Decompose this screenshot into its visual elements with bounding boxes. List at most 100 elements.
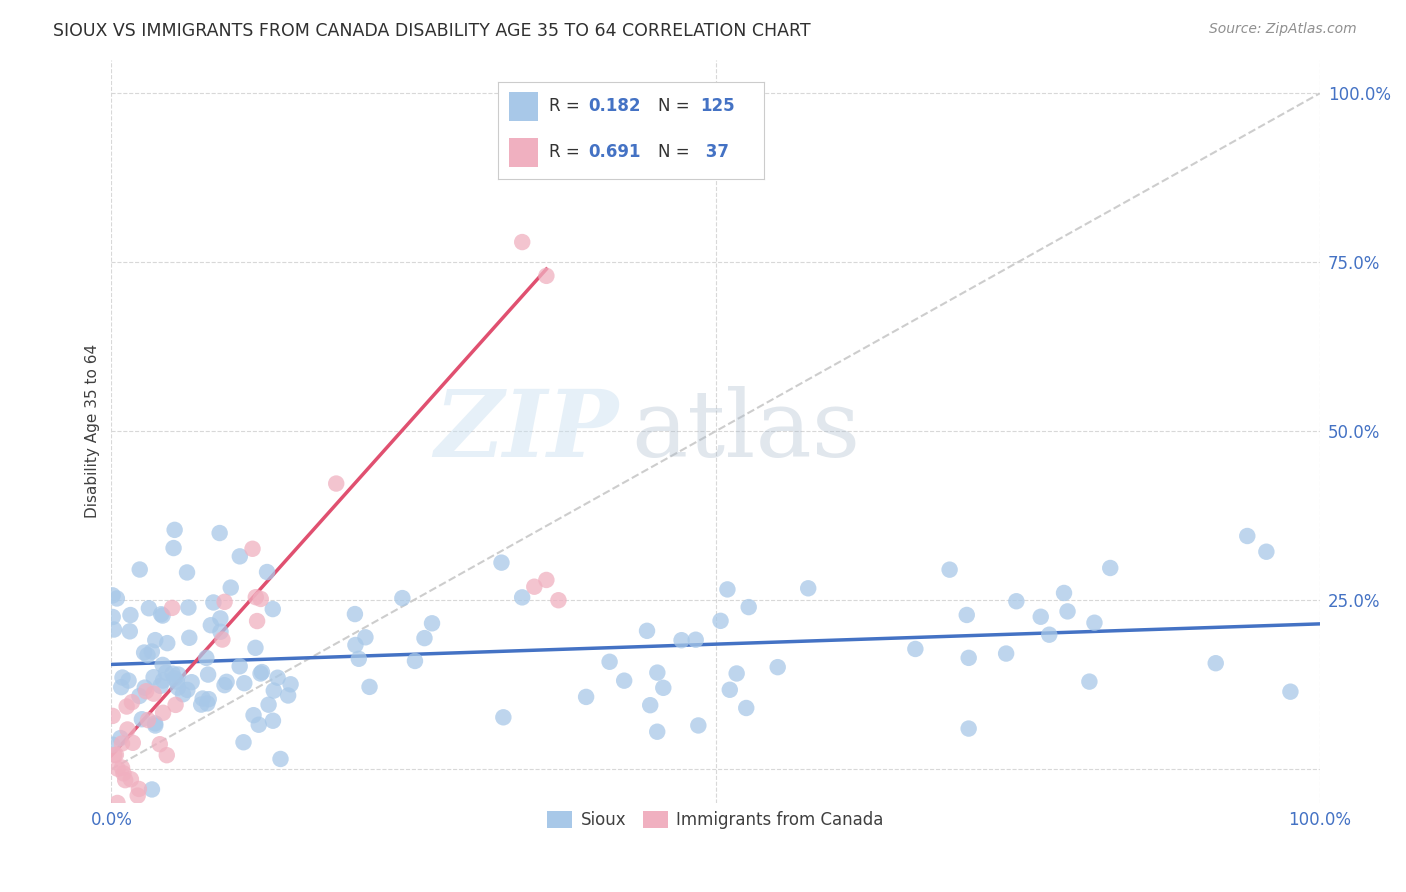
Point (1256, 545, 1278, 559)
Point (107, 796, 129, 810)
Point (117, 673, 139, 688)
Point (111, 671, 134, 685)
Point (136, 713, 159, 727)
Point (738, 600, 761, 615)
Point (101, 709, 124, 723)
Point (152, 657, 174, 672)
Point (957, 722, 980, 736)
Point (141, 782, 163, 797)
Point (214, 678, 236, 692)
Point (547, 593, 569, 607)
Point (391, 591, 413, 606)
Point (671, 633, 693, 648)
Point (766, 660, 789, 674)
Point (1056, 604, 1078, 618)
Point (114, 773, 136, 788)
Point (510, 235, 533, 249)
Point (118, 624, 141, 639)
Point (101, 610, 124, 624)
Point (957, 651, 980, 665)
Point (247, 717, 270, 731)
Point (111, 736, 134, 750)
Point (257, 698, 280, 712)
Point (995, 647, 1018, 661)
Point (229, 549, 252, 564)
Point (263, 683, 285, 698)
Point (107, 762, 129, 776)
Point (143, 718, 166, 732)
Point (179, 631, 201, 645)
Point (214, 595, 236, 609)
Point (177, 600, 200, 615)
Point (209, 611, 232, 625)
Point (176, 682, 198, 697)
Point (232, 735, 254, 749)
Point (613, 673, 636, 688)
Point (200, 618, 222, 632)
Point (249, 591, 271, 606)
Text: atlas: atlas (631, 386, 860, 476)
Point (938, 563, 960, 577)
Point (112, 766, 135, 780)
Point (190, 698, 212, 712)
Point (208, 526, 231, 541)
Point (343, 607, 366, 621)
Point (211, 632, 233, 647)
Point (138, 601, 160, 615)
Point (575, 690, 598, 704)
Point (195, 697, 218, 711)
Point (135, 684, 157, 698)
Point (167, 681, 190, 695)
Point (160, 600, 183, 615)
Point (413, 631, 436, 645)
Point (163, 671, 186, 685)
Point (152, 706, 174, 720)
Point (599, 655, 621, 669)
Point (242, 708, 264, 723)
Point (134, 681, 156, 695)
Point (1205, 657, 1227, 671)
Point (647, 665, 669, 680)
Point (325, 476, 347, 491)
Point (105, 591, 128, 606)
Point (150, 607, 173, 622)
Point (115, 699, 138, 714)
Point (536, 268, 558, 283)
Point (202, 595, 225, 609)
Point (797, 582, 820, 596)
Point (277, 689, 299, 703)
Point (725, 666, 748, 681)
Point (492, 710, 515, 724)
Point (233, 676, 256, 690)
Point (197, 692, 219, 706)
Point (1053, 586, 1076, 600)
Point (354, 630, 377, 644)
Point (162, 541, 184, 555)
Point (636, 624, 658, 638)
Point (1038, 628, 1060, 642)
Point (1099, 561, 1122, 575)
Point (120, 608, 142, 623)
Point (162, 666, 184, 681)
Point (215, 674, 238, 689)
Point (246, 614, 269, 628)
Point (128, 689, 150, 703)
Point (156, 636, 179, 650)
Point (228, 659, 250, 673)
Point (103, 623, 125, 637)
Point (529, 106, 551, 120)
Point (128, 781, 150, 796)
Point (219, 581, 242, 595)
Point (128, 562, 150, 576)
Text: SIOUX VS IMMIGRANTS FROM CANADA DISABILITY AGE 35 TO 64 CORRELATION CHART: SIOUX VS IMMIGRANTS FROM CANADA DISABILI… (53, 22, 811, 40)
Point (165, 698, 187, 712)
Point (131, 712, 153, 726)
Point (250, 665, 273, 679)
Point (156, 748, 179, 763)
Point (191, 691, 214, 706)
Point (163, 523, 186, 537)
Point (110, 680, 132, 694)
Point (347, 652, 370, 666)
Point (127, 789, 149, 803)
Point (121, 695, 143, 709)
